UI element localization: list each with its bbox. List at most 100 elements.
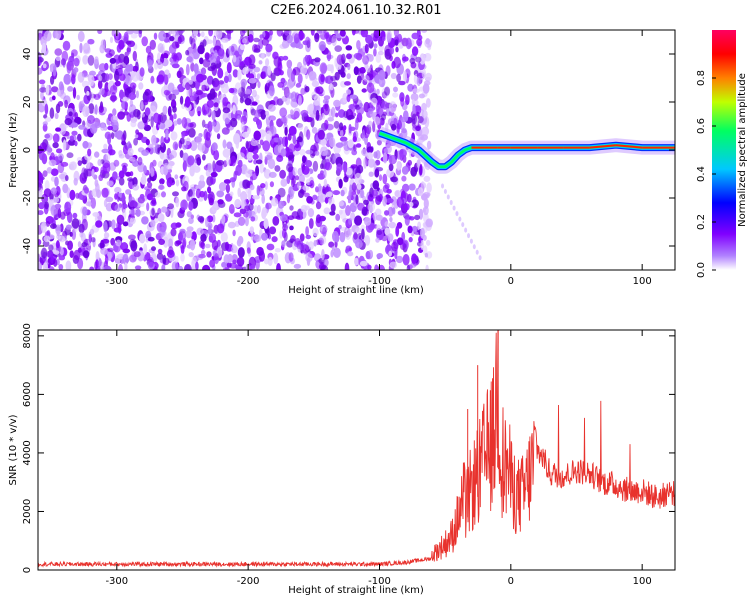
noise-speckle bbox=[73, 170, 80, 182]
noise-speckle bbox=[121, 165, 128, 173]
noise-speckle bbox=[250, 216, 256, 222]
noise-speckle bbox=[260, 109, 267, 120]
noise-speckle bbox=[294, 143, 302, 152]
noise-speckle bbox=[114, 186, 122, 194]
noise-speckle bbox=[51, 86, 59, 93]
noise-speckle bbox=[364, 235, 371, 246]
noise-speckle bbox=[166, 178, 173, 188]
noise-speckle bbox=[396, 150, 402, 160]
noise-speckle bbox=[137, 156, 143, 166]
noise-speckle bbox=[320, 265, 329, 270]
noise-speckle bbox=[167, 106, 172, 117]
noise-speckle bbox=[320, 170, 324, 175]
noise-speckle bbox=[344, 81, 351, 86]
noise-speckle bbox=[384, 183, 390, 190]
noise-speckle bbox=[329, 84, 334, 91]
snr-peak bbox=[497, 330, 499, 468]
noise-speckle bbox=[421, 68, 427, 79]
noise-speckle bbox=[309, 180, 315, 189]
noise-speckle bbox=[263, 258, 270, 265]
noise-speckle bbox=[56, 230, 60, 237]
noise-speckle bbox=[293, 110, 300, 119]
noise-speckle bbox=[321, 112, 326, 120]
noise-speckle bbox=[426, 239, 431, 246]
noise-speckle bbox=[144, 107, 151, 116]
noise-speckle bbox=[397, 237, 404, 246]
noise-speckle bbox=[264, 155, 273, 160]
noise-speckle bbox=[112, 108, 117, 116]
noise-speckle bbox=[353, 100, 358, 108]
noise-speckle bbox=[407, 83, 414, 92]
noise-speckle bbox=[202, 154, 206, 161]
noise-speckle bbox=[389, 261, 397, 269]
noise-speckle bbox=[68, 161, 77, 171]
noise-speckle bbox=[232, 54, 237, 63]
noise-speckle bbox=[221, 37, 229, 43]
noise-speckle bbox=[164, 128, 169, 140]
noise-speckle bbox=[62, 139, 67, 151]
noise-speckle bbox=[266, 243, 275, 251]
noise-speckle bbox=[87, 38, 95, 45]
noise-speckle bbox=[336, 54, 344, 65]
noise-speckle bbox=[181, 117, 188, 129]
noise-speckle bbox=[234, 198, 242, 208]
noise-speckle bbox=[231, 45, 235, 53]
noise-speckle bbox=[375, 237, 380, 243]
noise-speckle bbox=[366, 152, 374, 160]
noise-speckle bbox=[210, 171, 218, 178]
noise-speckle bbox=[355, 239, 363, 249]
noise-speckle bbox=[375, 214, 383, 221]
noise-speckle bbox=[315, 86, 324, 95]
noise-speckle bbox=[150, 167, 155, 178]
noise-speckle bbox=[242, 38, 247, 44]
noise-speckle bbox=[164, 119, 173, 128]
noise-speckle bbox=[108, 149, 116, 156]
noise-speckle bbox=[415, 56, 422, 63]
noise-speckle bbox=[169, 36, 175, 42]
noise-speckle bbox=[81, 242, 88, 248]
noise-speckle bbox=[127, 44, 132, 55]
noise-speckle bbox=[301, 155, 307, 164]
noise-speckle bbox=[199, 174, 205, 182]
noise-speckle bbox=[320, 146, 328, 157]
noise-speckle bbox=[220, 232, 228, 243]
noise-speckle bbox=[297, 181, 301, 190]
noise-speckle bbox=[113, 159, 120, 167]
noise-speckle bbox=[404, 203, 410, 211]
noise-speckle bbox=[362, 55, 370, 65]
noise-speckle bbox=[356, 40, 361, 50]
noise-speckle bbox=[167, 82, 175, 93]
noise-speckle bbox=[314, 57, 321, 63]
noise-speckle bbox=[294, 92, 300, 100]
noise-speckle bbox=[211, 121, 216, 127]
noise-speckle bbox=[340, 189, 345, 197]
noise-speckle bbox=[290, 178, 295, 188]
noise-speckle bbox=[384, 210, 390, 216]
noise-speckle bbox=[386, 198, 394, 204]
noise-speckle bbox=[375, 53, 382, 63]
noise-speckle bbox=[322, 103, 330, 116]
noise-speckle bbox=[274, 248, 281, 253]
signal-ghost bbox=[472, 244, 476, 250]
snr-x-tick-label: 0 bbox=[508, 576, 514, 587]
noise-speckle bbox=[416, 38, 423, 47]
noise-speckle bbox=[347, 63, 351, 71]
noise-speckle bbox=[65, 224, 72, 230]
noise-speckle bbox=[49, 107, 55, 119]
spectrogram-x-tick-label: 100 bbox=[633, 276, 652, 287]
noise-speckle bbox=[287, 155, 294, 160]
noise-speckle bbox=[357, 202, 365, 211]
noise-speckle bbox=[100, 39, 106, 49]
noise-speckle bbox=[132, 184, 140, 191]
noise-speckle bbox=[149, 39, 156, 50]
noise-speckle bbox=[356, 106, 365, 115]
noise-speckle bbox=[373, 48, 377, 57]
noise-speckle bbox=[182, 160, 187, 172]
noise-speckle bbox=[166, 154, 175, 160]
noise-speckle bbox=[54, 48, 63, 56]
noise-speckle bbox=[38, 172, 44, 184]
noise-speckle bbox=[281, 240, 286, 248]
noise-speckle bbox=[370, 97, 378, 106]
noise-speckle bbox=[343, 161, 348, 174]
noise-speckle bbox=[386, 188, 392, 194]
